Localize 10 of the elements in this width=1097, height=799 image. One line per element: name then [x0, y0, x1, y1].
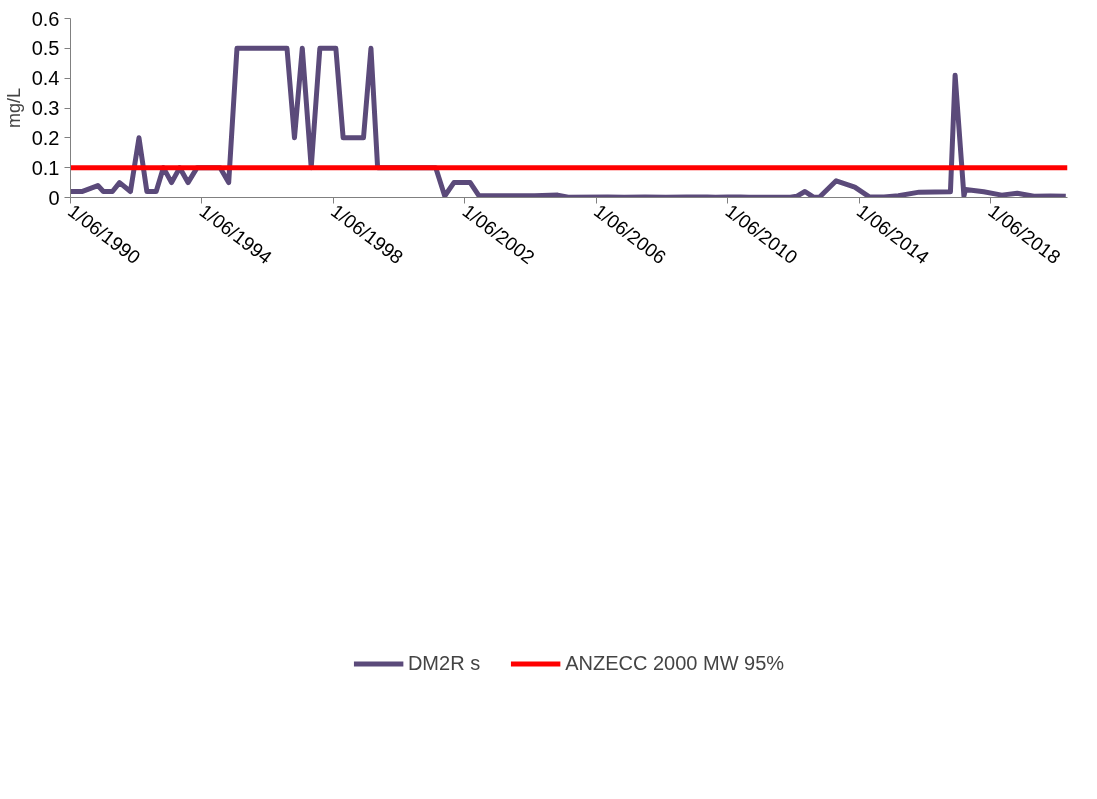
- y-tick-label: 0.4: [31, 67, 60, 90]
- y-tick-label: 0.1: [31, 156, 60, 179]
- y-tick-label: 0: [48, 186, 60, 209]
- legend-label: ANZECC 2000 MW 95%: [565, 651, 785, 675]
- y-tick-label: 0.2: [31, 126, 60, 149]
- y-tick-label: 0.5: [31, 37, 60, 60]
- legend-label: DM2R s: [407, 651, 481, 675]
- y-axis-title: mg/L: [3, 87, 24, 129]
- y-tick-label: 0.6: [31, 7, 60, 30]
- y-tick-label: 0.3: [31, 97, 60, 119]
